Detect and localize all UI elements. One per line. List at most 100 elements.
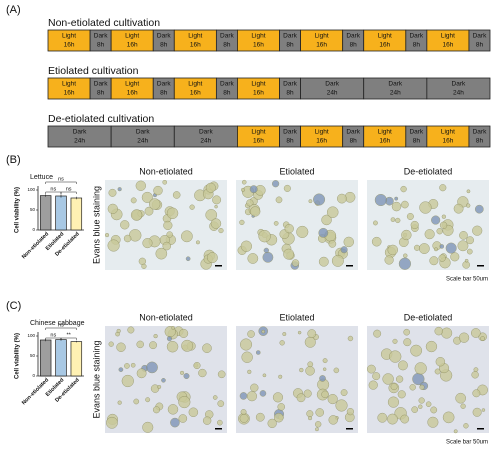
chart-title: Chinese cabbage (30, 320, 85, 327)
cell (166, 231, 173, 238)
cell (372, 372, 381, 381)
cell (414, 362, 427, 375)
y-tick-label: 100 (27, 333, 35, 338)
cell (152, 406, 160, 414)
cell (104, 232, 110, 238)
panel-label: (A) (6, 4, 21, 16)
scale-note: Scale bar 50um (446, 277, 488, 283)
cell (284, 223, 294, 234)
cell (419, 201, 432, 214)
block-duration: 8h (160, 42, 168, 49)
cell (218, 227, 224, 234)
cell (255, 350, 261, 355)
block-label: Light (315, 33, 329, 40)
cell (307, 361, 314, 368)
cell (261, 329, 265, 334)
cell (387, 396, 400, 408)
cell (315, 408, 325, 417)
block-label: Dark (136, 129, 150, 136)
block-duration: 24h (327, 90, 338, 97)
cell (403, 328, 410, 336)
block-label: Light (62, 81, 76, 88)
cell (374, 193, 387, 207)
cell (436, 228, 443, 235)
block-duration: 16h (379, 138, 390, 145)
cell (308, 199, 313, 204)
cell (411, 406, 419, 413)
cell (340, 389, 348, 396)
cell (239, 219, 245, 226)
cell (296, 393, 306, 403)
cell (142, 421, 154, 433)
cell (321, 214, 332, 226)
image-title: Etiolated (279, 166, 314, 176)
cell (409, 384, 416, 391)
cell (398, 257, 412, 270)
cell (410, 344, 423, 357)
block-label: Dark (94, 33, 108, 40)
cell (210, 218, 222, 229)
cell (387, 244, 399, 256)
block-label: Light (125, 81, 139, 88)
cell (438, 254, 446, 262)
cell (296, 225, 309, 238)
scale-bar (477, 265, 484, 267)
cell (307, 416, 313, 421)
block-duration: 16h (442, 138, 453, 145)
cell (212, 195, 222, 205)
cell (217, 419, 223, 426)
cell (166, 336, 173, 342)
y-tick-label: 50 (30, 353, 36, 358)
bar (55, 339, 67, 377)
y-tick-label: 100 (27, 187, 35, 192)
bar (70, 341, 83, 377)
cell (180, 230, 193, 243)
cell (135, 180, 146, 191)
cell (419, 384, 425, 390)
cell (275, 196, 283, 204)
block-duration: 24h (137, 138, 148, 145)
cell (429, 256, 439, 266)
cell (390, 217, 396, 222)
cell (453, 203, 464, 214)
cell (401, 200, 409, 209)
cell (322, 367, 327, 371)
cell (178, 414, 188, 423)
cell (148, 198, 161, 210)
cell (328, 240, 337, 248)
cell (439, 244, 445, 249)
bar (55, 195, 67, 231)
cell (400, 414, 410, 424)
cell (441, 327, 453, 339)
cell (278, 374, 283, 379)
cell (333, 367, 340, 374)
cell (425, 340, 438, 353)
bar (70, 197, 83, 231)
cell (307, 329, 317, 339)
scale-bar (215, 428, 222, 430)
cell (389, 350, 402, 363)
stain-label: Evans blue staining (91, 340, 101, 418)
cell (321, 390, 329, 399)
block-duration: 16h (64, 42, 75, 49)
y-axis-label: Cell viability (%) (15, 187, 21, 233)
cell (127, 326, 135, 334)
cell (463, 423, 469, 429)
cell (470, 328, 481, 338)
cell (133, 398, 140, 405)
cell (130, 197, 137, 204)
block-duration: 16h (190, 90, 201, 97)
cell (108, 341, 114, 347)
cell (118, 367, 124, 372)
cell (217, 370, 226, 379)
cell (259, 390, 267, 397)
y-axis-label: Cell viability (%) (15, 333, 21, 379)
cell (250, 383, 259, 392)
block-label: Light (125, 33, 139, 40)
cell (246, 391, 258, 402)
block-duration: 8h (286, 90, 294, 97)
cell (271, 180, 280, 188)
cell (481, 408, 486, 412)
cell (336, 193, 347, 204)
